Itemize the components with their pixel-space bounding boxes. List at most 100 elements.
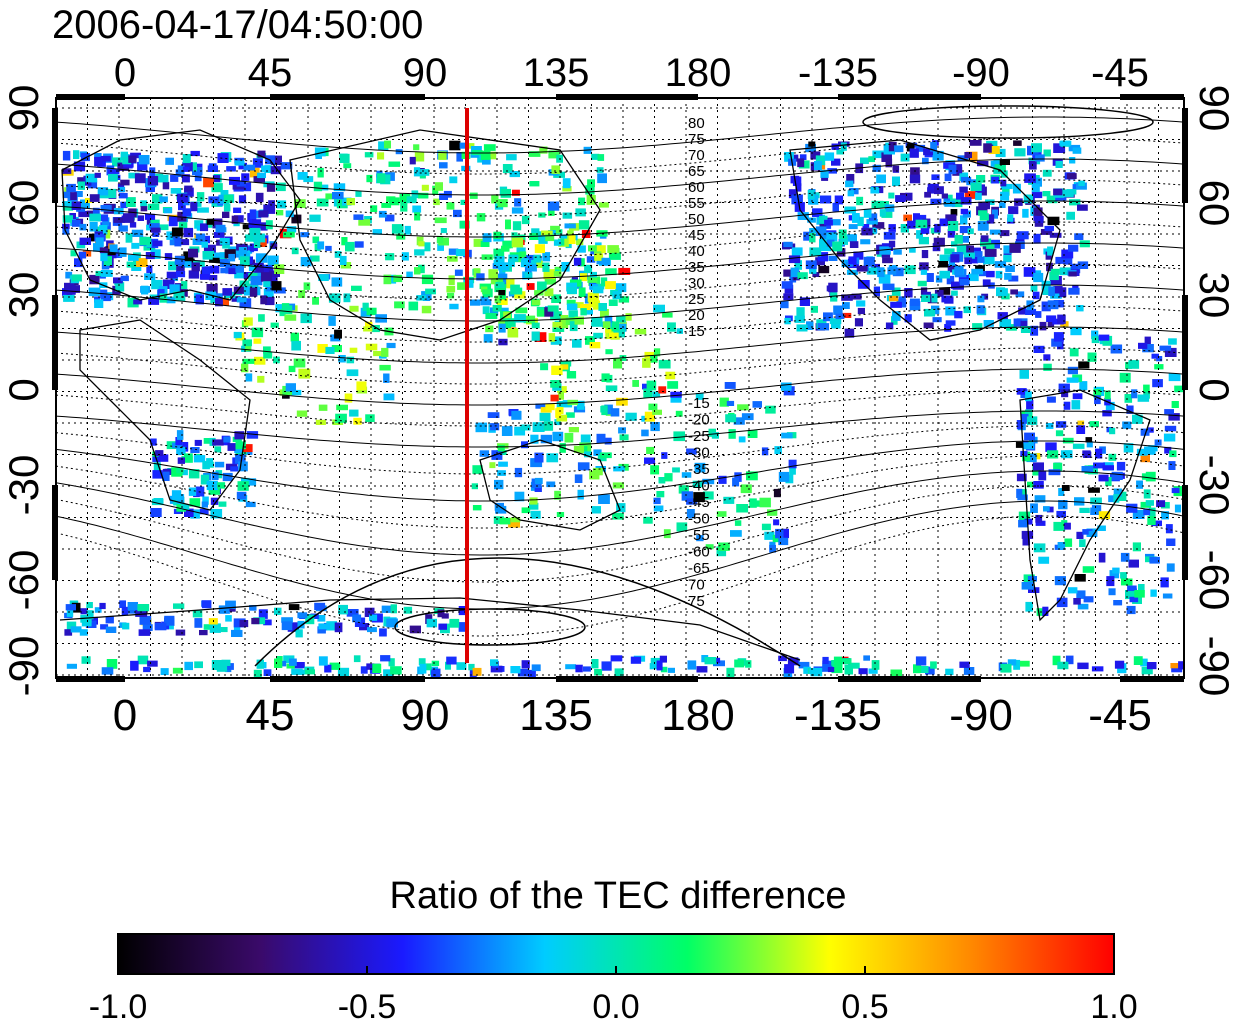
tec-data-cell: [944, 324, 952, 332]
tec-data-cell: [453, 209, 462, 218]
tec-data-cell: [409, 625, 421, 634]
tec-data-cell: [1128, 360, 1140, 369]
tec-data-cell: [510, 666, 521, 674]
tec-data-cell: [493, 248, 505, 259]
tec-data-cell: [201, 600, 212, 609]
tec-data-cell: [617, 323, 627, 332]
tec-data-cell: [1154, 439, 1162, 446]
tec-data-cell: [702, 491, 714, 500]
tec-data-cell: [261, 165, 270, 173]
tec-data-cell: [579, 273, 588, 282]
tec-data-cell: [649, 663, 659, 670]
tec-data-cell: [832, 202, 839, 212]
tec-data-cell: [630, 656, 642, 664]
tec-data-cell: [769, 545, 776, 553]
tec-data-cell: [1133, 656, 1143, 665]
tec-data-cell: [439, 193, 448, 200]
tec-data-cell: [424, 242, 431, 252]
tec-data-cell: [228, 268, 237, 275]
tec-data-cell: [810, 151, 821, 160]
tec-data-cell: [890, 301, 902, 308]
tec-data-cell: [964, 257, 972, 265]
tec-data-cell: [934, 186, 944, 195]
lon-label-top: -90: [952, 51, 1010, 95]
tec-data-cell: [745, 660, 752, 668]
tec-data-cell: [1089, 421, 1099, 427]
tec-data-cell: [1018, 519, 1029, 528]
tec-data-cell: [222, 241, 230, 249]
tec-data-cell: [799, 154, 807, 160]
tec-data-cell: [224, 249, 236, 259]
tec-data-cell: [121, 606, 129, 616]
tec-data-cell: [1090, 507, 1100, 515]
tec-data-cell: [814, 161, 822, 170]
tec-data-cell: [210, 497, 219, 505]
tec-data-cell: [164, 615, 175, 626]
tec-data-cell: [670, 391, 682, 398]
tec-data-cell: [254, 270, 264, 278]
tec-data-cell: [1068, 287, 1080, 295]
tec-data-cell: [439, 162, 448, 169]
tec-data-cell: [434, 182, 443, 191]
tec-data-cell: [845, 180, 854, 188]
tec-data-cell: [233, 207, 242, 213]
tec-data-cell: [502, 164, 513, 174]
tec-data-cell: [147, 660, 158, 667]
tec-data-cell: [646, 380, 657, 391]
tec-data-cell: [578, 220, 590, 230]
tec-data-cell: [472, 667, 482, 676]
contour-line: [56, 326, 1184, 364]
tec-data-cell: [1156, 500, 1166, 508]
contour-label: -55: [688, 527, 710, 544]
tec-data-cell: [857, 307, 865, 315]
tec-data-cell: [784, 664, 795, 674]
contour-label: 25: [688, 291, 705, 308]
tec-data-cell: [553, 171, 565, 178]
tec-data-cell: [981, 293, 989, 300]
tec-data-cell: [1069, 348, 1079, 357]
tec-data-cell: [999, 230, 1010, 237]
tec-data-cell: [71, 201, 81, 210]
tec-data-cell: [1053, 462, 1063, 472]
tec-data-cell: [591, 506, 601, 514]
tec-data-cell: [128, 208, 137, 218]
tec-data-cell: [930, 141, 937, 152]
tec-data-cell: [643, 388, 653, 398]
tec-data-cell: [123, 161, 134, 168]
tec-data-cell: [497, 298, 508, 305]
tec-data-cell: [122, 157, 132, 165]
tec-data-cell: [456, 662, 467, 670]
tec-data-cell: [89, 213, 101, 222]
tec-data-cell: [245, 234, 256, 242]
tec-data-cell: [1025, 601, 1033, 612]
tec-data-cell: [888, 141, 897, 152]
tec-data-cell: [524, 272, 533, 279]
tec-data-cell: [144, 273, 156, 280]
tec-data-cell: [892, 165, 899, 172]
tec-data-cell: [588, 245, 597, 252]
tec-data-cell: [827, 667, 835, 673]
tec-data-cell: [1009, 243, 1021, 253]
tec-data-cell: [190, 509, 200, 519]
tec-data-cell: [592, 286, 604, 294]
tec-data-cell: [925, 666, 935, 675]
tec-data-cell: [1164, 409, 1174, 415]
tec-data-cell: [580, 304, 591, 311]
tec-data-cell: [872, 164, 881, 172]
tec-data-cell: [208, 486, 220, 495]
tec-data-cell: [203, 177, 214, 188]
tec-data-cell: [1030, 284, 1038, 292]
tec-data-cell: [366, 174, 373, 183]
tec-data-cell: [1074, 497, 1085, 506]
tec-data-cell: [807, 190, 815, 200]
tec-data-cell: [482, 306, 490, 315]
tec-data-cell: [84, 198, 93, 203]
tec-data-cell: [217, 153, 229, 163]
tec-data-cell: [255, 253, 268, 263]
tec-data-cell: [658, 386, 667, 394]
tec-data-cell: [125, 233, 133, 243]
tec-data-cell: [641, 429, 649, 437]
tec-data-cell: [498, 323, 506, 333]
tec-data-cell: [1077, 603, 1089, 610]
frame-bar-left: [52, 108, 58, 203]
